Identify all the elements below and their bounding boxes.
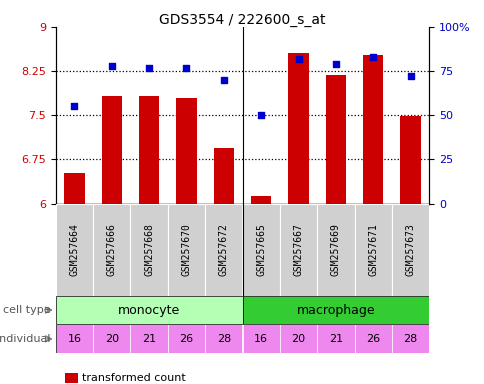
Text: macrophage: macrophage	[296, 304, 375, 316]
Text: individual: individual	[0, 334, 51, 344]
Bar	[167, 204, 205, 296]
Bar	[279, 204, 317, 296]
Text: GDS3554 / 222600_s_at: GDS3554 / 222600_s_at	[159, 13, 325, 27]
Point	[145, 65, 153, 71]
Bar	[205, 204, 242, 296]
Point	[257, 112, 265, 118]
Text: monocyte: monocyte	[118, 304, 180, 316]
Text: 16: 16	[67, 334, 81, 344]
Bar	[205, 324, 242, 353]
Bar	[138, 96, 159, 204]
Bar	[325, 75, 346, 204]
Text: GSM257667: GSM257667	[293, 223, 303, 276]
Bar	[56, 324, 93, 353]
Bar	[354, 204, 391, 296]
Text: 20: 20	[105, 334, 119, 344]
Bar	[242, 324, 279, 353]
Bar	[167, 324, 205, 353]
Text: 28: 28	[403, 334, 417, 344]
Bar	[130, 324, 167, 353]
Text: 16: 16	[254, 334, 268, 344]
Text: cell type: cell type	[3, 305, 51, 315]
Bar	[250, 197, 271, 204]
Point	[219, 77, 227, 83]
Bar	[130, 204, 167, 296]
Text: GSM257666: GSM257666	[106, 223, 117, 276]
Text: GSM257673: GSM257673	[405, 223, 415, 276]
Text: GSM257665: GSM257665	[256, 223, 266, 276]
Text: GSM257671: GSM257671	[367, 223, 378, 276]
Point	[107, 63, 115, 69]
Text: GSM257669: GSM257669	[330, 223, 340, 276]
Point	[406, 73, 413, 79]
Bar	[354, 324, 391, 353]
Bar	[362, 55, 383, 204]
Bar	[56, 296, 242, 324]
Bar	[242, 204, 279, 296]
Point	[294, 56, 302, 62]
Text: 26: 26	[179, 334, 193, 344]
Text: 21: 21	[142, 334, 156, 344]
Bar	[317, 204, 354, 296]
Text: GSM257670: GSM257670	[181, 223, 191, 276]
Text: 21: 21	[328, 334, 342, 344]
Text: GSM257668: GSM257668	[144, 223, 154, 276]
Bar	[64, 173, 85, 204]
Point	[369, 54, 377, 60]
Bar	[391, 204, 428, 296]
Text: 20: 20	[291, 334, 305, 344]
Bar	[279, 324, 317, 353]
Text: GSM257664: GSM257664	[69, 223, 79, 276]
Bar	[242, 296, 428, 324]
Point	[331, 61, 339, 67]
Text: 26: 26	[365, 334, 379, 344]
Point	[71, 103, 78, 109]
Text: GSM257672: GSM257672	[218, 223, 228, 276]
Bar	[287, 53, 308, 204]
Bar	[101, 96, 122, 204]
Bar	[93, 204, 130, 296]
Text: 28: 28	[216, 334, 230, 344]
Bar	[56, 204, 93, 296]
Bar	[317, 324, 354, 353]
Text: transformed count: transformed count	[82, 373, 186, 383]
Bar	[399, 116, 420, 204]
Point	[182, 65, 190, 71]
Bar	[213, 147, 234, 204]
Bar	[391, 324, 428, 353]
Bar	[93, 324, 130, 353]
Bar	[176, 98, 197, 204]
